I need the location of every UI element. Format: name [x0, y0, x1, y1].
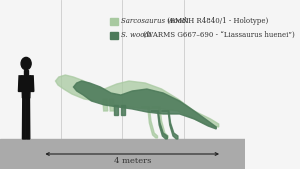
Polygon shape — [114, 105, 118, 115]
Circle shape — [21, 57, 31, 70]
Polygon shape — [22, 98, 26, 139]
Polygon shape — [151, 111, 167, 139]
Polygon shape — [141, 107, 158, 138]
Polygon shape — [22, 76, 31, 98]
Polygon shape — [152, 107, 168, 138]
Bar — [110, 31, 118, 39]
Text: (BMNH R4840/1 - Holotype): (BMNH R4840/1 - Holotype) — [165, 17, 268, 25]
Polygon shape — [30, 76, 34, 91]
Polygon shape — [103, 99, 108, 111]
Bar — [0, 139, 245, 169]
Polygon shape — [24, 70, 28, 76]
Text: 4 meters: 4 meters — [113, 157, 151, 165]
Polygon shape — [74, 81, 216, 129]
Polygon shape — [162, 111, 178, 139]
Bar — [110, 18, 118, 25]
Polygon shape — [110, 99, 114, 111]
Text: (WARMS G667–690 - “Liassaurus huenei”): (WARMS G667–690 - “Liassaurus huenei”) — [141, 31, 295, 39]
Text: S. woodi: S. woodi — [121, 31, 151, 39]
Text: Sarcosaurus woodi: Sarcosaurus woodi — [121, 17, 188, 25]
Polygon shape — [121, 105, 125, 115]
Polygon shape — [26, 98, 30, 139]
Polygon shape — [56, 75, 219, 127]
Polygon shape — [18, 76, 22, 91]
